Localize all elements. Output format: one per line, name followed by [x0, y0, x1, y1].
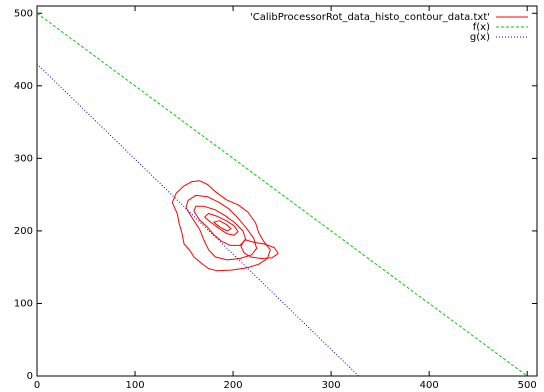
x-tick-label: 200	[224, 380, 243, 391]
legend: 'CalibProcessorRot_data_histo_contour_da…	[250, 12, 528, 43]
contour-level-0	[171, 180, 271, 272]
legend-label: g(x)	[470, 32, 490, 43]
plot-frame	[36, 5, 538, 377]
series-line	[37, 63, 359, 376]
legend-label: f(x)	[473, 22, 490, 33]
y-tick-label: 100	[14, 298, 33, 309]
y-tick-label: 300	[14, 153, 33, 164]
contour-level-2	[193, 205, 247, 246]
contour-level-5	[240, 239, 279, 259]
x-tick-label: 0	[34, 380, 40, 391]
series-1	[37, 12, 528, 376]
x-tick-label: 500	[518, 380, 537, 391]
y-tick-label: 500	[14, 8, 33, 19]
y-tick-label: 200	[14, 226, 33, 237]
contour-level-1	[185, 194, 258, 261]
series-line	[37, 12, 528, 376]
contour-level-3	[204, 213, 239, 236]
legend-label: 'CalibProcessorRot_data_histo_contour_da…	[250, 12, 490, 23]
series-2	[37, 63, 359, 376]
y-tick-label: 400	[14, 81, 33, 92]
x-tick-label: 300	[322, 380, 341, 391]
contour-level-4	[213, 220, 232, 232]
x-tick-label: 100	[125, 380, 144, 391]
axis-layer: 0 100 200 300 400 500 0 100 200 300 400 500	[14, 6, 537, 391]
y-tick-label: 0	[27, 371, 33, 382]
x-tick-label: 400	[420, 380, 439, 391]
series-layer	[37, 12, 528, 376]
series-0	[171, 180, 279, 272]
